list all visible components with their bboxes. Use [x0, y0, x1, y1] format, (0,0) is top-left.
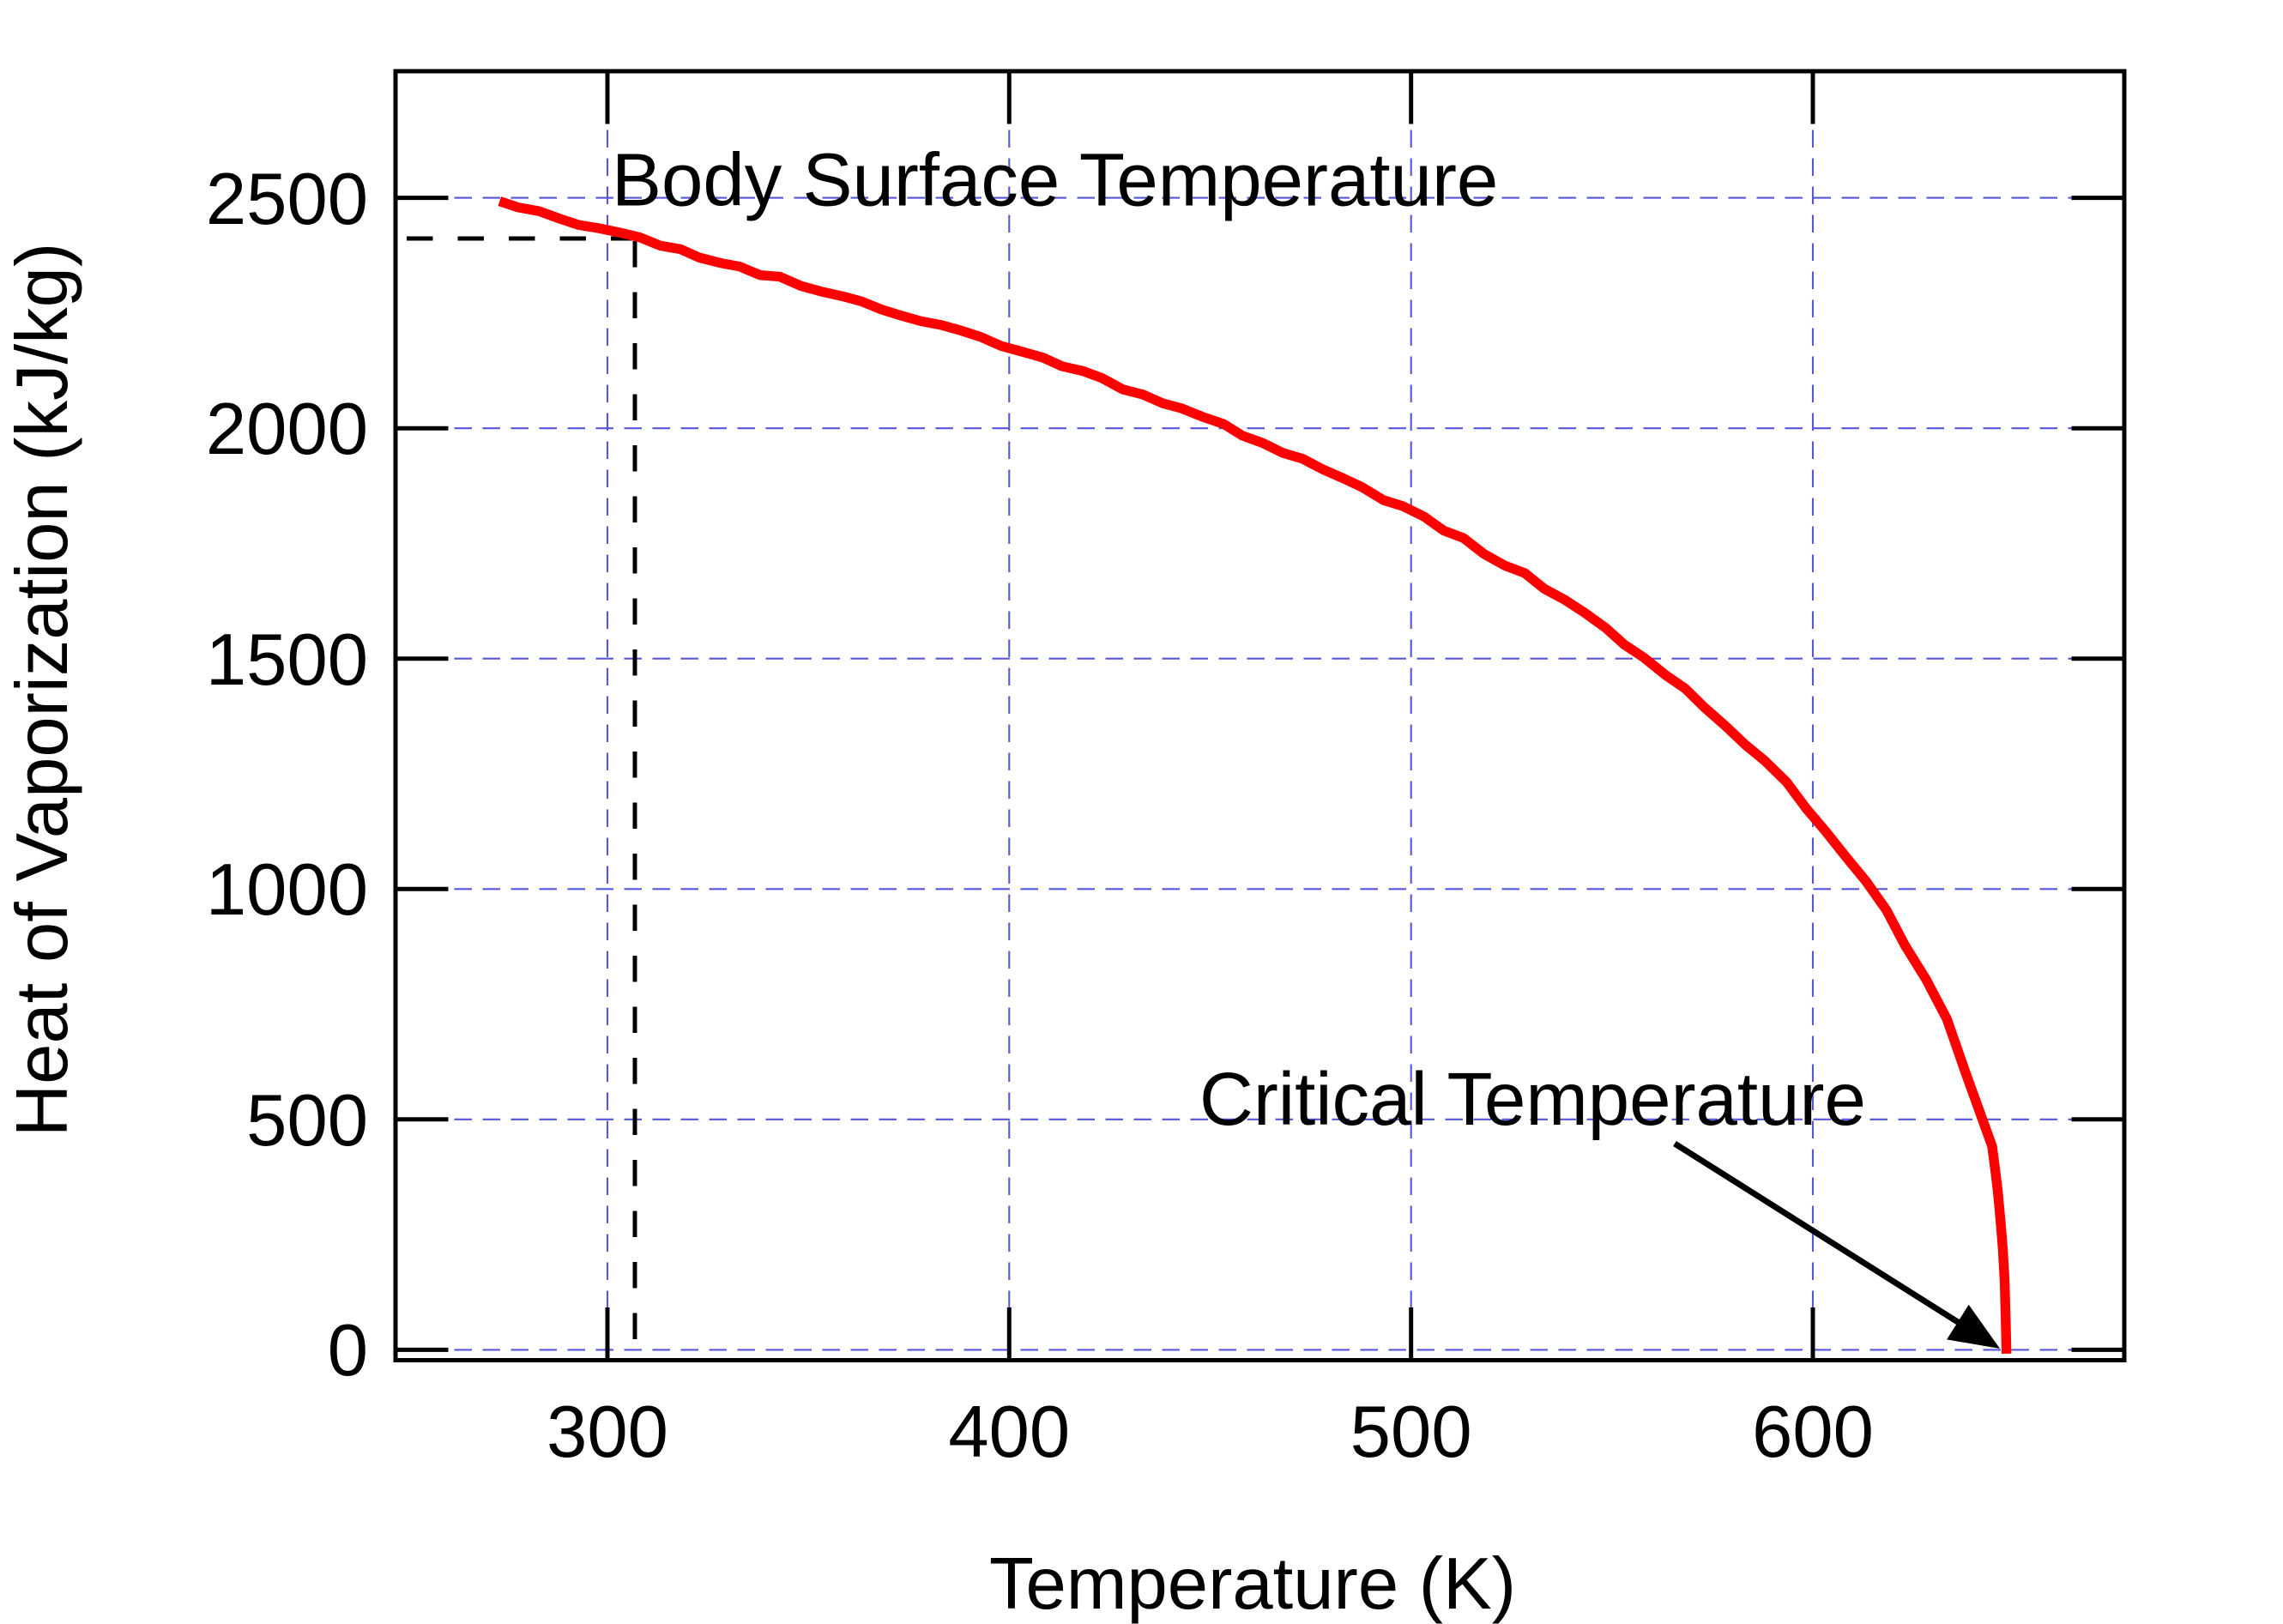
svg-text:600: 600: [1752, 1392, 1874, 1473]
svg-text:Heat of Vaporization (kJ/kg): Heat of Vaporization (kJ/kg): [2, 243, 83, 1138]
svg-text:400: 400: [948, 1392, 1070, 1473]
svg-text:500: 500: [1350, 1392, 1472, 1473]
svg-text:300: 300: [547, 1392, 668, 1473]
svg-text:Temperature (K): Temperature (K): [989, 1543, 1516, 1624]
svg-text:0: 0: [328, 1310, 368, 1392]
svg-text:1500: 1500: [206, 619, 368, 701]
svg-text:2500: 2500: [206, 159, 368, 240]
svg-text:Body Surface Temperature: Body Surface Temperature: [612, 139, 1498, 222]
svg-text:500: 500: [246, 1080, 368, 1162]
svg-text:Critical Temperature: Critical Temperature: [1199, 1058, 1866, 1141]
svg-text:1000: 1000: [206, 849, 368, 931]
svg-text:2000: 2000: [206, 389, 368, 470]
